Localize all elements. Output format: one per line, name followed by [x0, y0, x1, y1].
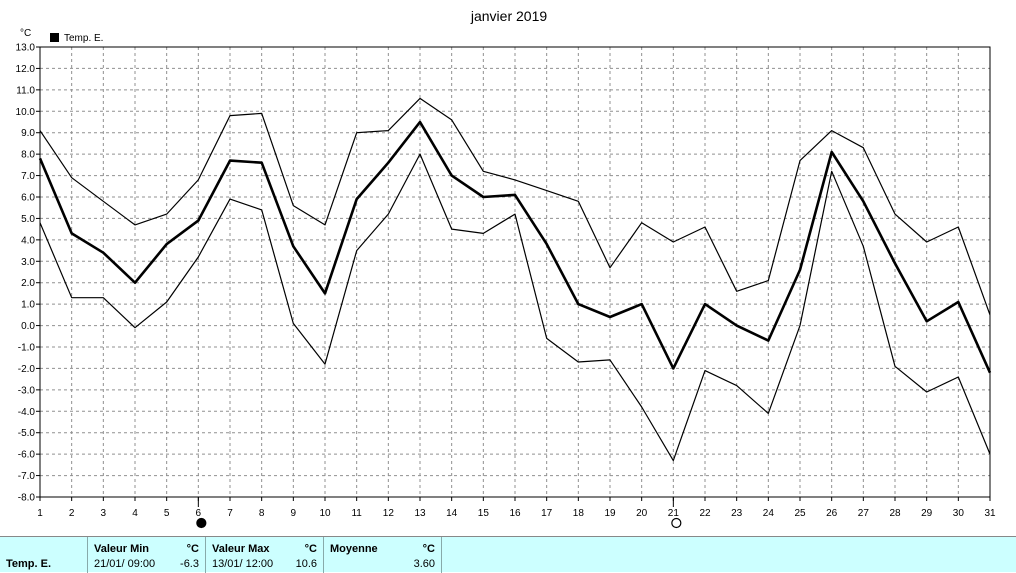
y-tick-label: 9.0 — [21, 128, 35, 139]
x-tick-label: 12 — [383, 508, 395, 519]
y-tick-label: 12.0 — [16, 64, 36, 75]
max-unit: °C — [304, 543, 317, 555]
y-tick-label: -3.0 — [18, 385, 36, 396]
x-tick-label: 9 — [291, 508, 297, 519]
y-tick-label: 0.0 — [21, 321, 35, 332]
summary-table: Temp. E. Valeur Min °C 21/01/ 09:00 -6.3… — [0, 536, 1016, 573]
x-tick-label: 26 — [826, 508, 838, 519]
x-tick-label: 15 — [478, 508, 490, 519]
x-tick-label: 2 — [69, 508, 75, 519]
x-axis-ticks: 1 2 3 4 5 6 7 8 9 10 11 12 13 14 15 16 17 18 19 20 21 22 23 24 2… — [37, 497, 996, 519]
x-tick-label: 10 — [319, 508, 331, 519]
min-value: -6.3 — [180, 558, 199, 570]
chart-title: janvier 2019 — [470, 8, 547, 24]
full-moon-icon — [671, 517, 682, 529]
x-tick-label: 30 — [953, 508, 965, 519]
x-tick-label: 11 — [351, 508, 362, 519]
max-title: Valeur Max — [212, 543, 270, 555]
y-tick-label: -7.0 — [18, 471, 36, 482]
y-axis-ticks: -8.0 -7.0 -6.0 -5.0 -4.0 -3.0 -2.0 -1.0 0.0 1.0 2.… — [16, 43, 40, 504]
y-tick-label: 10.0 — [16, 107, 36, 118]
x-tick-label: 19 — [604, 508, 616, 519]
x-tick-label: 23 — [731, 508, 743, 519]
x-tick-label: 28 — [889, 508, 901, 519]
x-tick-label: 31 — [984, 508, 996, 519]
plot-area-border — [39, 46, 991, 498]
max-value: 10.6 — [295, 558, 317, 570]
summary-max-cell: Valeur Max °C 13/01/ 12:00 10.6 — [206, 537, 324, 573]
min-unit: °C — [186, 543, 199, 555]
y-tick-label: 13.0 — [16, 43, 36, 54]
y-tick-label: -5.0 — [18, 428, 36, 439]
x-tick-label: 20 — [636, 508, 648, 519]
x-tick-label: 13 — [414, 508, 426, 519]
x-tick-label: 21 — [668, 508, 680, 519]
grid — [40, 47, 990, 497]
x-tick-label: 24 — [763, 508, 775, 519]
legend-swatch — [50, 33, 59, 42]
max-date: 13/01/ 12:00 — [212, 558, 274, 570]
x-tick-label: 5 — [164, 508, 170, 519]
y-tick-label: 5.0 — [21, 214, 35, 225]
y-tick-label: 11.0 — [16, 85, 35, 96]
series-lines — [38, 97, 992, 462]
y-tick-label: 8.0 — [21, 150, 35, 161]
y-tick-label: 2.0 — [21, 278, 35, 289]
min-date: 21/01/ 09:00 — [94, 558, 156, 570]
y-tick-label: -1.0 — [18, 343, 36, 354]
y-tick-label: -8.0 — [18, 493, 36, 504]
x-tick-label: 16 — [509, 508, 521, 519]
series-line-mean — [38, 120, 992, 374]
summary-min-cell: Valeur Min °C 21/01/ 09:00 -6.3 — [88, 537, 206, 573]
temperature-chart: janvier 2019 °C Temp. E. -8.0 -7.0 -6.0 -5.… — [16, 8, 996, 529]
y-tick-label: 4.0 — [21, 235, 35, 246]
y-tick-label: -2.0 — [18, 364, 36, 375]
y-tick-label: 6.0 — [21, 193, 35, 204]
y-axis-unit: °C — [20, 28, 31, 39]
y-tick-label: 3.0 — [21, 257, 35, 268]
x-tick-label: 27 — [858, 508, 870, 519]
y-tick-label: 1.0 — [21, 300, 35, 311]
x-tick-label: 29 — [921, 508, 933, 519]
summary-series-label: Temp. E. — [6, 558, 52, 570]
x-tick-label: 6 — [196, 508, 202, 519]
mean-title: Moyenne — [330, 543, 378, 555]
legend-label: Temp. E. — [64, 33, 103, 44]
x-tick-label: 1 — [37, 508, 43, 519]
moon-phases — [196, 497, 682, 529]
x-tick-label: 22 — [699, 508, 711, 519]
mean-unit: °C — [422, 543, 435, 555]
x-tick-label: 7 — [227, 508, 233, 519]
min-title: Valeur Min — [94, 543, 150, 555]
x-tick-label: 18 — [573, 508, 585, 519]
new-moon-icon — [196, 517, 207, 529]
summary-mean-cell: Moyenne °C 3.60 — [324, 537, 442, 573]
y-tick-label: 7.0 — [21, 171, 35, 182]
y-tick-label: -4.0 — [18, 407, 36, 418]
y-tick-label: -6.0 — [18, 450, 36, 461]
x-tick-label: 14 — [446, 508, 458, 519]
summary-series-cell: Temp. E. — [0, 537, 88, 573]
x-tick-label: 25 — [794, 508, 806, 519]
series-line-max — [39, 97, 991, 316]
x-tick-label: 8 — [259, 508, 265, 519]
series-line-min — [39, 153, 991, 462]
mean-value: 3.60 — [413, 558, 435, 570]
x-tick-label: 3 — [101, 508, 107, 519]
x-tick-label: 4 — [132, 508, 138, 519]
x-tick-label: 17 — [541, 508, 553, 519]
